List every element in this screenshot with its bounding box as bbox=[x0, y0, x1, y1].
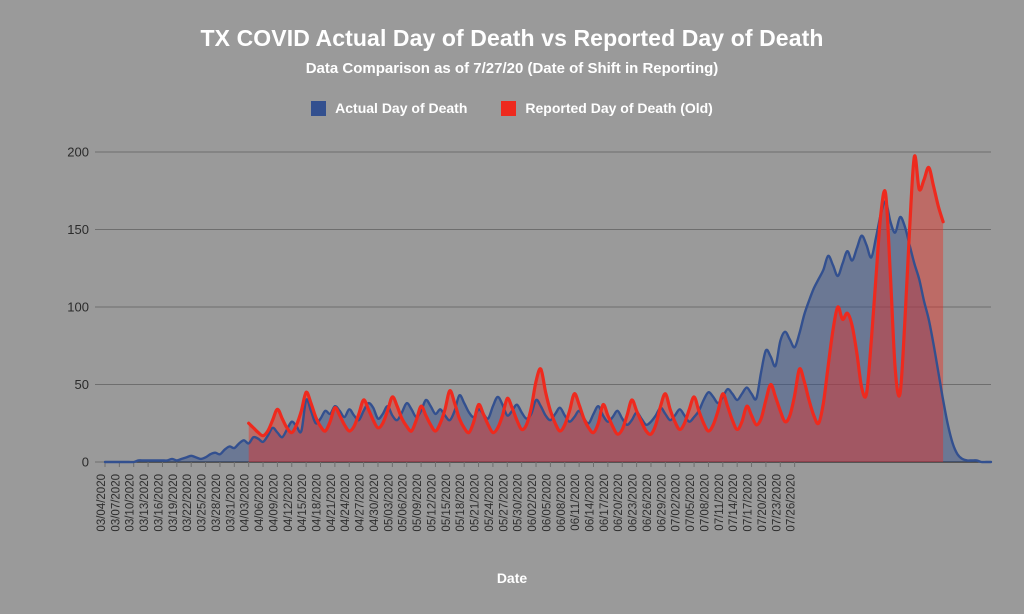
series-area-reported bbox=[248, 155, 944, 462]
y-tick-label: 150 bbox=[67, 222, 89, 237]
x-tick-label: 07/05/2020 bbox=[685, 474, 697, 532]
x-tick-label: 03/10/2020 bbox=[125, 474, 137, 532]
x-tick-labels: 03/04/2020 03/07/2020 03/10/2020 03/13/2020… bbox=[96, 474, 798, 532]
x-tick-label: 07/17/2020 bbox=[743, 474, 755, 532]
x-tick-label: 03/04/2020 bbox=[96, 474, 108, 532]
y-tick-label: 200 bbox=[67, 145, 89, 160]
x-tick-label: 06/08/2020 bbox=[556, 474, 568, 532]
series-line-reported bbox=[247, 154, 945, 438]
x-tick-label: 06/17/2020 bbox=[599, 474, 611, 532]
x-tick-label: 03/07/2020 bbox=[110, 474, 122, 532]
x-tick-label: 04/21/2020 bbox=[326, 474, 338, 532]
x-tick-label: 04/18/2020 bbox=[312, 474, 324, 532]
x-tick-label: 03/13/2020 bbox=[139, 474, 151, 532]
legend-swatch-reported bbox=[501, 100, 517, 116]
gridlines bbox=[95, 151, 991, 467]
x-tick-label: 07/14/2020 bbox=[728, 474, 740, 532]
legend-swatch-actual bbox=[311, 100, 327, 116]
y-tick-label: 50 bbox=[75, 377, 89, 392]
series-area-actual bbox=[105, 201, 991, 463]
x-tick-label: 07/08/2020 bbox=[699, 474, 711, 532]
x-tick-label: 05/18/2020 bbox=[455, 474, 467, 532]
y-tick-label: 100 bbox=[67, 300, 89, 315]
x-tick-label: 05/27/2020 bbox=[498, 474, 510, 532]
x-tick-label: 06/20/2020 bbox=[613, 474, 625, 532]
x-tick-label: 04/15/2020 bbox=[297, 474, 309, 532]
legend-item-reported[interactable]: Reported Day of Death (Old) bbox=[501, 100, 713, 116]
x-tick-label: 06/29/2020 bbox=[656, 474, 668, 532]
x-tick-label: 05/09/2020 bbox=[412, 474, 424, 532]
x-tick-label: 03/31/2020 bbox=[225, 474, 237, 532]
x-tick-label: 05/12/2020 bbox=[427, 474, 439, 532]
x-tick-label: 07/11/2020 bbox=[714, 474, 726, 531]
legend-label-reported: Reported Day of Death (Old) bbox=[525, 100, 713, 116]
x-tick-label: 03/22/2020 bbox=[182, 474, 194, 532]
x-tick-label: 07/23/2020 bbox=[771, 474, 783, 532]
x-tick-label: 06/02/2020 bbox=[527, 474, 539, 532]
chart-subtitle: Data Comparison as of 7/27/20 (Date of S… bbox=[305, 60, 719, 77]
x-tick-label: 05/06/2020 bbox=[398, 474, 410, 532]
x-tick-label: 07/02/2020 bbox=[671, 474, 683, 532]
x-tick-label: 06/05/2020 bbox=[541, 474, 553, 532]
x-axis-title: Date bbox=[496, 570, 528, 586]
x-tick-label: 04/12/2020 bbox=[283, 474, 295, 532]
series-line-actual bbox=[103, 200, 993, 464]
x-tick-label: 07/20/2020 bbox=[757, 474, 769, 532]
x-tick-label: 03/19/2020 bbox=[168, 474, 180, 532]
x-tick-label: 05/24/2020 bbox=[484, 474, 496, 532]
legend-item-actual[interactable]: Actual Day of Death bbox=[311, 100, 467, 116]
x-tick-label: 06/14/2020 bbox=[585, 474, 597, 532]
x-tick-label: 03/25/2020 bbox=[197, 474, 209, 532]
series-areas bbox=[105, 155, 991, 463]
series-lines bbox=[103, 154, 993, 464]
x-tick-label: 04/30/2020 bbox=[369, 474, 381, 532]
x-tick-label: 05/15/2020 bbox=[441, 474, 453, 532]
x-tick-label: 06/23/2020 bbox=[628, 474, 640, 532]
chart-title: TX COVID Actual Day of Death vs Reported… bbox=[200, 25, 824, 51]
x-tick-label: 06/26/2020 bbox=[642, 474, 654, 532]
x-tick-label: 07/26/2020 bbox=[786, 474, 798, 532]
x-tick-label: 03/16/2020 bbox=[154, 474, 166, 532]
x-tick-label: 04/24/2020 bbox=[340, 474, 352, 532]
x-tick-label: 04/03/2020 bbox=[240, 474, 252, 532]
x-tick-label: 04/27/2020 bbox=[355, 474, 367, 532]
y-tick-labels: 0 50 100 150 200 bbox=[67, 145, 89, 470]
x-tick-label: 05/21/2020 bbox=[470, 474, 482, 532]
legend-label-actual: Actual Day of Death bbox=[335, 100, 468, 116]
x-tick-label: 05/03/2020 bbox=[383, 474, 395, 532]
x-tick-label: 04/06/2020 bbox=[254, 474, 266, 532]
x-tick-label: 03/28/2020 bbox=[211, 474, 223, 532]
x-tick-label: 04/09/2020 bbox=[268, 474, 280, 532]
x-tick-label: 06/11/2020 bbox=[570, 474, 582, 531]
y-tick-label: 0 bbox=[82, 455, 89, 470]
x-tick-label: 05/30/2020 bbox=[513, 474, 525, 532]
chart-legend: Actual Day of Death Reported Day of Deat… bbox=[0, 100, 1024, 116]
